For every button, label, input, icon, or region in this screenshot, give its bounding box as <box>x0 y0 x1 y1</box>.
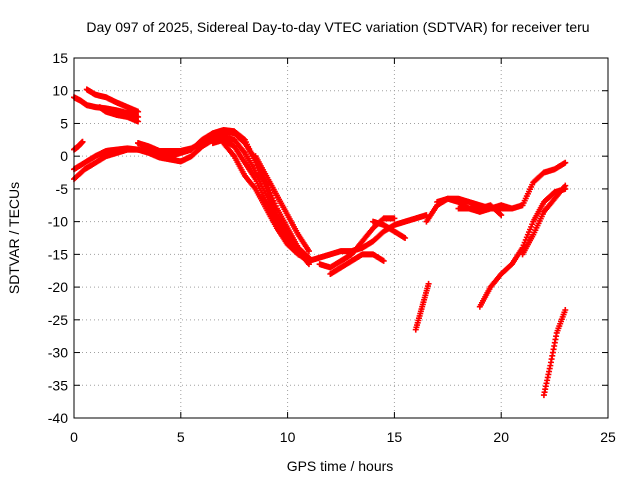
series-arc-22 <box>412 280 432 333</box>
y-axis-title: SDTVAR / TECUs <box>6 182 22 294</box>
y-tick-label: -30 <box>48 345 68 361</box>
chart-title: Day 097 of 2025, Sidereal Day-to-day VTE… <box>86 19 589 35</box>
data-point-marker <box>380 257 387 264</box>
series-arc-4 <box>71 138 86 153</box>
data-point-marker <box>402 235 409 241</box>
y-tick-label: -5 <box>56 181 69 197</box>
series-arc-11 <box>220 140 302 258</box>
data-point-marker <box>425 280 432 287</box>
data-point-marker <box>562 182 569 189</box>
x-tick-label: 25 <box>600 429 616 445</box>
y-tick-label: 5 <box>60 115 68 131</box>
x-axis-title: GPS time / hours <box>287 458 394 474</box>
y-tick-label: -15 <box>48 246 68 262</box>
x-tick-label: 5 <box>177 429 185 445</box>
x-axis-ticks: 0 5 10 15 20 25 <box>70 58 616 445</box>
series-arc-15 <box>327 251 387 277</box>
data-point-marker <box>295 251 302 258</box>
data-point-marker <box>135 108 142 115</box>
data-point-marker <box>497 211 504 218</box>
data-point-marker <box>305 248 312 255</box>
data-point-marker <box>498 212 505 219</box>
series-arc-16 <box>370 218 409 241</box>
x-tick-label: 0 <box>70 429 78 445</box>
series-arc-9 <box>135 127 312 268</box>
data-point-marker <box>391 215 398 222</box>
x-tick-label: 15 <box>387 429 403 445</box>
series-arc-3 <box>96 104 142 125</box>
y-tick-label: 0 <box>60 148 68 164</box>
series-arc-14 <box>316 215 398 271</box>
data-point-marker <box>294 250 301 257</box>
series-arc-20 <box>476 185 569 310</box>
data-point-marker <box>79 138 86 145</box>
y-tick-label: -35 <box>48 377 68 393</box>
series-arc-2 <box>83 86 142 115</box>
y-tick-label: -20 <box>48 279 68 295</box>
y-tick-label: -25 <box>48 312 68 328</box>
data-point-marker <box>240 135 247 142</box>
y-tick-label: 15 <box>52 50 68 66</box>
data-point-marker <box>562 307 569 313</box>
series-arc-12 <box>252 153 312 255</box>
y-axis-ticks: 15 10 5 0 -5 -10 -15 -20 -25 -30 -35 -40 <box>48 50 608 426</box>
series-arc-19 <box>455 202 505 219</box>
data-points <box>71 86 569 399</box>
series-arc-23 <box>540 307 569 399</box>
y-tick-label: 10 <box>52 83 68 99</box>
series-arc-6 <box>71 145 142 173</box>
data-point-marker <box>562 159 569 166</box>
plot-frame <box>73 57 609 419</box>
data-point-marker <box>135 118 142 125</box>
y-tick-label: -10 <box>48 214 68 230</box>
y-tick-label: -40 <box>48 410 68 426</box>
x-tick-label: 20 <box>493 429 509 445</box>
x-tick-label: 10 <box>280 429 296 445</box>
series-arc-21 <box>519 182 569 258</box>
